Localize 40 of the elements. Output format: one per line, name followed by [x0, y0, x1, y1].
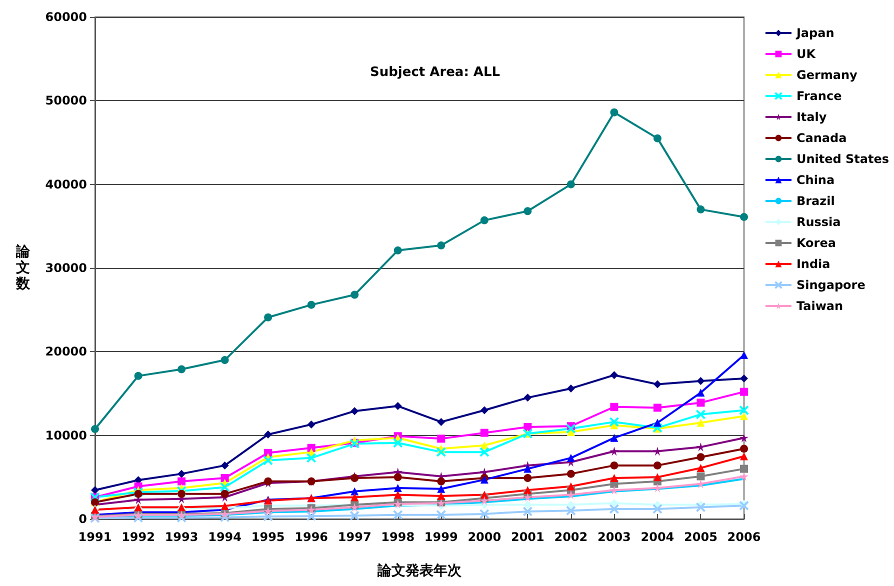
x-tick-label: 2002	[554, 530, 588, 544]
x-tick-label: 1996	[294, 530, 328, 544]
annotation: Subject Area: ALL	[370, 65, 500, 80]
x-tick-label: 1998	[381, 530, 415, 544]
y-tick-label: 50000	[45, 94, 87, 108]
x-tick-label: 1997	[338, 530, 372, 544]
x-tick-label: 1994	[208, 530, 242, 544]
legend-label: Russia	[796, 215, 841, 229]
y-tick-label: 40000	[45, 177, 87, 192]
y-tick-label: 10000	[45, 428, 87, 442]
legend-label: Brazil	[796, 194, 835, 208]
legend-label: France	[796, 89, 842, 103]
x-tick-label: 2003	[597, 530, 631, 544]
x-tick-label: 2006	[727, 530, 761, 544]
x-tick-label: 1999	[424, 530, 458, 544]
y-tick-label: 0	[78, 512, 87, 526]
y-tick-label: 30000	[45, 261, 87, 275]
y-tick-label: 20000	[45, 344, 87, 359]
legend-label: Canada	[796, 131, 847, 145]
x-tick-label: 2001	[510, 530, 544, 544]
legend-label: Germany	[796, 68, 858, 82]
y-tick-label: 60000	[45, 10, 87, 24]
x-tick-label: 2004	[640, 530, 674, 544]
legend-label: India	[796, 257, 830, 271]
legend-label: UK	[796, 47, 816, 61]
x-tick-label: 1993	[164, 530, 198, 544]
y-axis-title: 論文数	[15, 243, 31, 292]
legend-label: Italy	[796, 110, 827, 124]
legend-label: Taiwan	[796, 299, 844, 313]
x-tick-label: 2000	[468, 530, 502, 544]
legend-label: Singapore	[796, 278, 866, 292]
legend-label: United States	[796, 152, 890, 166]
legend-label: Korea	[796, 236, 836, 250]
x-axis-title: 論文発表年次	[376, 562, 462, 579]
legend-label: Japan	[795, 26, 834, 40]
x-tick-label: 1991	[78, 530, 112, 544]
x-tick-label: 1995	[251, 530, 285, 544]
x-tick-label: 1992	[122, 530, 155, 544]
legend-label: China	[796, 173, 835, 187]
x-tick-label: 2005	[684, 530, 718, 544]
